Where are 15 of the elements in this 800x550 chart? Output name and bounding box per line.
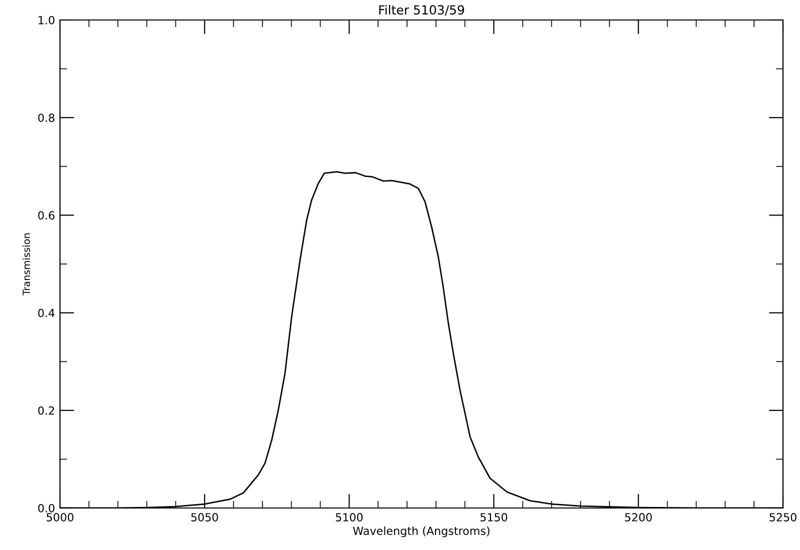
- x-tick-label: 5150: [480, 513, 508, 522]
- y-axis-title: Transmission: [22, 233, 30, 296]
- y-tick-label: 0.4: [38, 308, 55, 318]
- y-tick-label: 0.6: [38, 211, 54, 220]
- x-tick-label: 5000: [46, 513, 74, 522]
- y-tick-label: 0.0: [38, 504, 54, 512]
- y-tick-label: 0.2: [38, 406, 54, 415]
- chart-title: Filter 5103/59: [379, 4, 464, 16]
- x-axis-title: Wavelength (Angstroms): [353, 526, 490, 538]
- x-tick-label: 5100: [336, 513, 363, 522]
- x-tick-label: 5250: [770, 513, 796, 522]
- x-tick-label: 5050: [191, 513, 218, 522]
- y-tick-label: 0.8: [38, 114, 54, 122]
- y-tick-label: 1.0: [38, 16, 54, 24]
- x-tick-label: 5200: [625, 513, 652, 522]
